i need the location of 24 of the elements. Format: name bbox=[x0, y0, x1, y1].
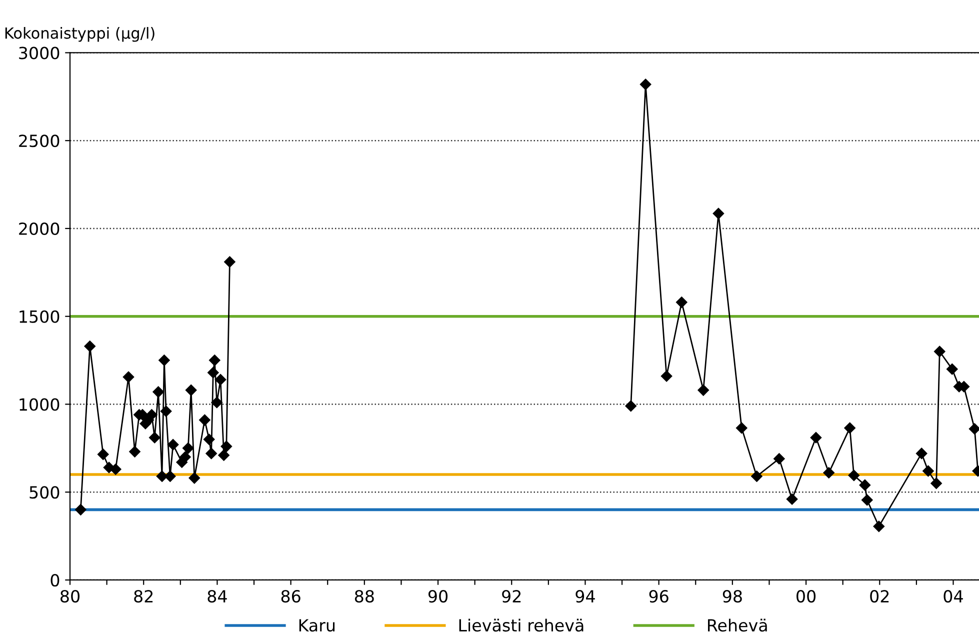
x-tick-label: 88 bbox=[354, 590, 374, 603]
x-tick-label: 04 bbox=[944, 590, 963, 603]
y-axis-title: Kokonaistyppi (µg/l) bbox=[5, 27, 154, 42]
x-tick-label: 96 bbox=[649, 590, 668, 603]
y-tick-label: 3000 bbox=[19, 46, 60, 60]
legend-label: Rehevä bbox=[708, 618, 767, 632]
y-tick-label: 1000 bbox=[20, 398, 60, 411]
x-tick-label: 92 bbox=[502, 590, 521, 603]
x-tick-label: 84 bbox=[208, 590, 227, 603]
x-tick-label: 80 bbox=[60, 590, 80, 603]
x-tick-label: 82 bbox=[134, 590, 153, 603]
x-tick-label: 98 bbox=[722, 590, 742, 603]
x-tick-label: 94 bbox=[576, 590, 595, 603]
y-tick-label: 1500 bbox=[20, 310, 60, 323]
x-tick-label: 90 bbox=[428, 590, 448, 603]
legend-label: Karu bbox=[299, 619, 335, 632]
x-tick-label: 86 bbox=[281, 590, 300, 603]
x-tick-label: 02 bbox=[870, 590, 889, 603]
y-tick-label: 2500 bbox=[19, 134, 60, 148]
x-tick-label: 00 bbox=[796, 590, 816, 603]
legend-label: Lievästi rehevä bbox=[459, 618, 584, 632]
y-tick-label: 2000 bbox=[19, 222, 60, 236]
y-tick-label: 500 bbox=[30, 486, 60, 499]
y-tick-label: 0 bbox=[50, 574, 60, 587]
